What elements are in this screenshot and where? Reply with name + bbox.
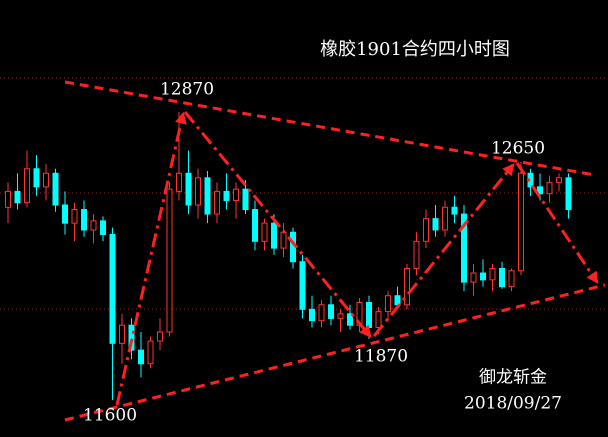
- candle-body: [24, 168, 30, 204]
- candle-body: [299, 261, 306, 310]
- candle-body: [33, 168, 40, 188]
- candle-body: [71, 209, 78, 224]
- candle-body: [81, 209, 87, 231]
- candle-body: [413, 240, 420, 270]
- candle-body: [261, 222, 268, 242]
- date-label: 2018/09/27: [464, 394, 562, 414]
- candle-body: [337, 313, 344, 319]
- candle-body: [166, 188, 173, 333]
- candle-body: [546, 181, 553, 195]
- candle-body: [52, 172, 59, 206]
- wave-arrow: [115, 111, 187, 406]
- candle-body: [5, 190, 11, 208]
- candle-body: [157, 331, 163, 342]
- candle-body: [404, 268, 410, 306]
- chart-title: 橡胶1901合约四小时图: [320, 39, 510, 60]
- candle-body: [204, 177, 211, 215]
- candle-body: [100, 220, 106, 235]
- candle-body: [252, 209, 258, 242]
- candle-body: [556, 177, 562, 183]
- candle-body: [489, 268, 496, 281]
- candle-body: [394, 295, 401, 306]
- candle-body: [128, 324, 135, 351]
- candle-body: [375, 311, 382, 328]
- candle-body: [442, 206, 448, 231]
- candle-body: [223, 190, 230, 201]
- candle-body: [138, 349, 144, 365]
- candle-body: [518, 172, 524, 272]
- candle-body: [366, 302, 372, 328]
- candle-body: [480, 272, 486, 281]
- candle-body: [271, 222, 277, 249]
- candle-body: [14, 190, 21, 204]
- candle-body: [185, 172, 192, 206]
- wave-arrow: [372, 163, 515, 337]
- candle-body: [385, 295, 391, 313]
- price-label: 12870: [160, 80, 214, 100]
- candle-body: [318, 304, 325, 322]
- resistance-line: [64, 80, 596, 177]
- candle-body: [432, 218, 439, 231]
- candle-body: [461, 213, 467, 283]
- price-label: 11870: [354, 347, 408, 367]
- candle-body: [565, 177, 572, 211]
- wave-arrow: [515, 162, 599, 284]
- candle-body: [470, 272, 477, 283]
- candle-body: [43, 172, 49, 188]
- candle-body: [214, 190, 220, 215]
- candle-body: [242, 188, 249, 211]
- candle-body: [90, 220, 97, 231]
- candle-body: [508, 270, 515, 288]
- candle-body: [147, 340, 154, 365]
- price-label: 11600: [83, 406, 137, 426]
- candle-body: [328, 304, 334, 319]
- support-line: [64, 283, 606, 422]
- candles: [5, 112, 572, 401]
- price-label: 12650: [491, 139, 545, 159]
- candle-body: [176, 172, 182, 192]
- candle-body: [499, 268, 505, 288]
- candle-body: [451, 206, 458, 215]
- candle-body: [109, 233, 116, 344]
- candle-body: [347, 313, 353, 326]
- candle-body: [423, 218, 429, 242]
- candle-body: [233, 188, 239, 201]
- candle-body: [309, 308, 315, 322]
- candle-body: [280, 231, 287, 249]
- candle-body: [195, 177, 201, 206]
- candle-body: [119, 324, 125, 344]
- watermark: 御龙斩金: [479, 368, 547, 388]
- wave-arrow: [183, 111, 372, 338]
- candle-body: [537, 186, 543, 195]
- candle-body: [62, 204, 68, 224]
